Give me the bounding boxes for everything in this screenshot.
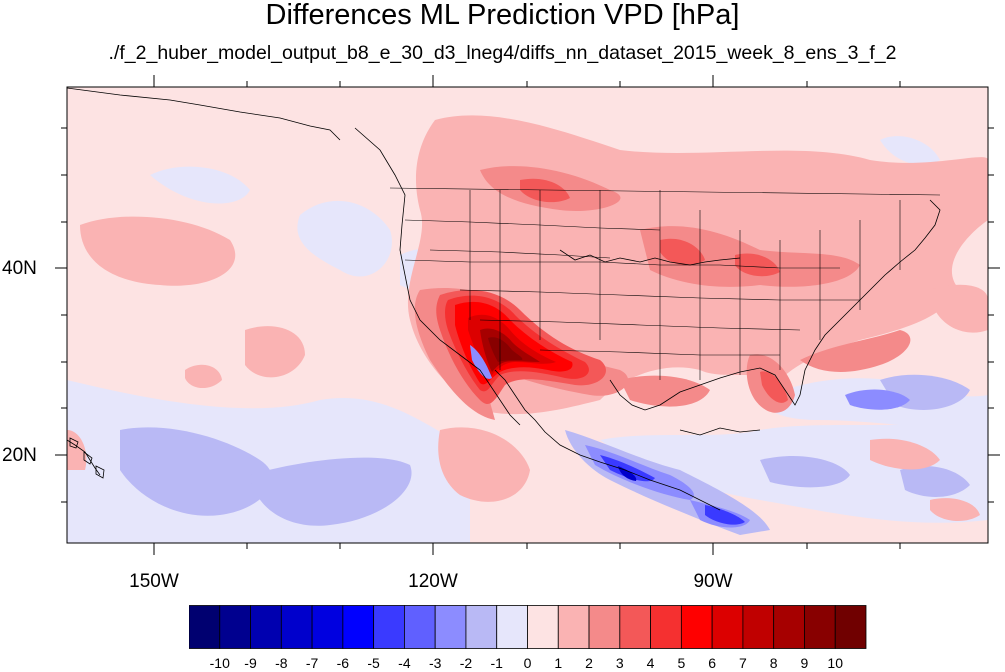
colorbar-box (465, 605, 498, 649)
lon-label-90w: 90W (693, 571, 733, 592)
colorbar-label: 10 (827, 655, 843, 671)
colorbar-label: 5 (677, 655, 686, 671)
colorbar-box (619, 605, 651, 649)
colorbar-box (742, 605, 775, 649)
colorbar-box (342, 605, 375, 649)
colorbar-label: 6 (708, 655, 717, 671)
colorbar-box (404, 605, 436, 649)
colorbar-label: -6 (336, 655, 350, 671)
field-level-plus10 (488, 337, 523, 362)
colorbar-box (311, 605, 344, 649)
colorbar-label: -10 (209, 655, 230, 671)
colorbar-box (557, 605, 590, 649)
colorbar-label: -7 (305, 655, 319, 671)
colorbar-box (834, 605, 867, 649)
colorbar-box (373, 605, 405, 649)
colorbar-label: -9 (244, 655, 257, 671)
colorbar-label: 0 (523, 655, 532, 671)
plot-subtitle: ./f_2_huber_model_output_b8_e_30_d3_lneg… (108, 42, 897, 64)
state-boundaries (389, 187, 941, 380)
axis-ticks (55, 75, 1000, 555)
colorbar-label: 9 (800, 655, 809, 671)
colorbar-label: 2 (585, 655, 593, 671)
lat-label-20n: 20N (2, 445, 37, 466)
colorbar-label: -5 (367, 655, 380, 671)
plot-title: Differences ML Prediction VPD [hPa] (265, 0, 740, 31)
colorbar-label: -2 (459, 655, 473, 671)
map-field (67, 87, 988, 543)
colorbar-label: -4 (398, 655, 411, 671)
colorbar-label: 1 (554, 655, 563, 671)
lat-label-40n: 40N (2, 258, 37, 279)
colorbar (189, 605, 867, 649)
colorbar-label: -8 (275, 655, 288, 671)
colorbar-label: -1 (490, 655, 503, 671)
colorbar-box (680, 605, 713, 649)
coastlines (67, 87, 941, 511)
field-level-minus6 (618, 466, 637, 481)
colorbar-box (250, 605, 282, 649)
lon-label-150w: 150W (129, 571, 179, 592)
colorbar-box (434, 605, 467, 649)
colorbar-box (496, 605, 528, 649)
colorbar-label: -3 (428, 655, 442, 671)
colorbar-box (219, 605, 251, 649)
field-coastal-negative (470, 345, 492, 379)
colorbar-box (773, 605, 805, 649)
colorbar-box (588, 605, 621, 649)
colorbar-label: 3 (615, 655, 624, 671)
colorbar-box (804, 605, 836, 649)
lon-label-120w: 120W (408, 571, 458, 592)
field-level-minus4 (600, 455, 745, 525)
colorbar-label: 7 (739, 655, 747, 671)
colorbar-box (650, 605, 682, 649)
colorbar-box (280, 605, 313, 649)
colorbar-box (711, 605, 744, 649)
colorbar-label: 8 (769, 655, 778, 671)
hawaii-islands (69, 437, 105, 479)
colorbar-box (527, 605, 559, 649)
colorbar-label: 4 (646, 655, 655, 671)
colorbar-box (189, 605, 221, 649)
